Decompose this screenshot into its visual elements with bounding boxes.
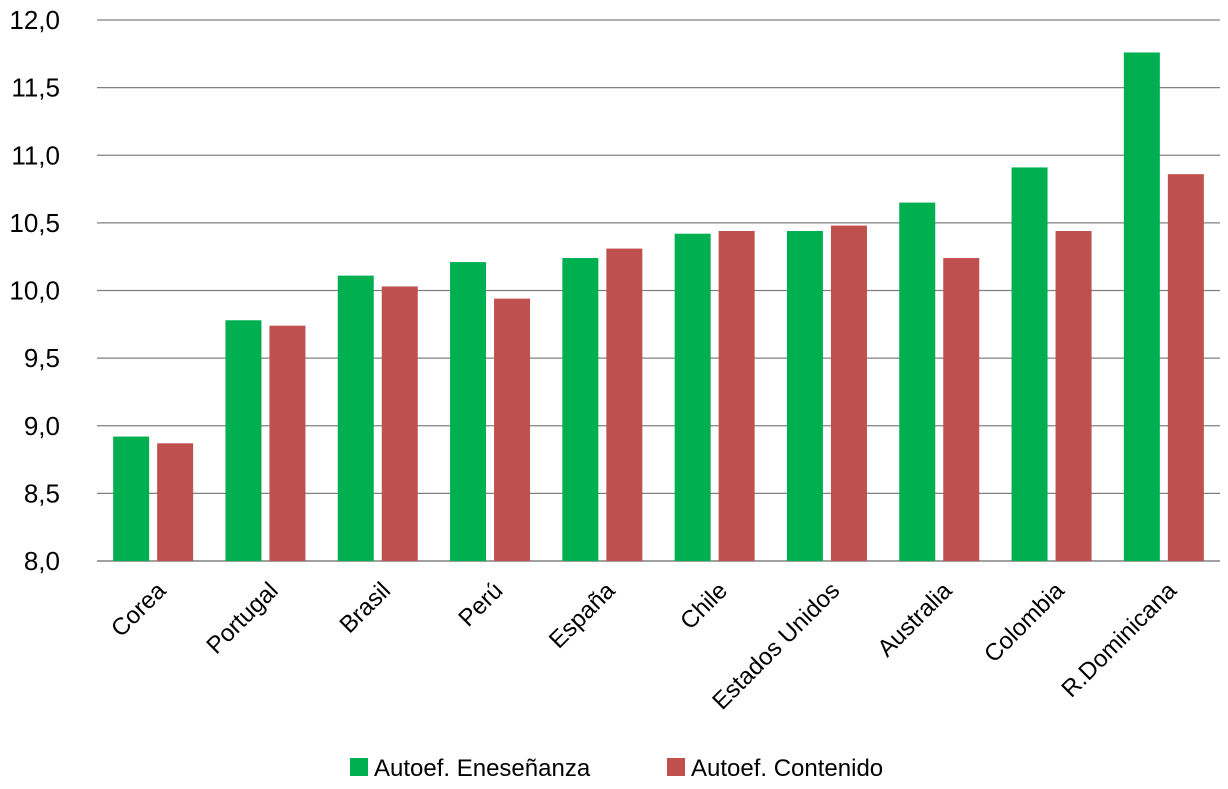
y-tick-label: 10,0: [9, 276, 60, 306]
gridlines: [97, 19, 1220, 562]
y-tick-label: 10,5: [9, 208, 60, 238]
y-tick-label: 9,5: [24, 343, 60, 373]
x-category-label: Perú: [453, 577, 508, 632]
x-category-label: R.Dominicana: [1056, 577, 1182, 703]
x-category-label: Brasil: [334, 577, 396, 639]
x-category-label: Colombia: [979, 577, 1070, 668]
bar-autoef-ensenanza: [450, 262, 487, 561]
bar-autoef-ensenanza: [225, 320, 262, 561]
x-category-label: Portugal: [201, 577, 283, 659]
bar-autoef-contenido: [269, 325, 306, 561]
bar-autoef-contenido: [494, 298, 531, 561]
bar-autoef-contenido: [606, 248, 643, 561]
legend-label: Autoef. Contenido: [691, 755, 883, 782]
x-category-label: Australia: [872, 577, 958, 663]
bar-autoef-ensenanza: [674, 233, 711, 561]
bar-autoef-ensenanza: [562, 258, 599, 561]
y-axis-ticks: 8,0 8,5 9,0 9,5 10,0 10,5 11,0 11,5 12,0: [9, 5, 60, 576]
y-tick-label: 8,5: [24, 478, 60, 508]
bar-autoef-contenido: [943, 258, 980, 561]
legend-swatch: [667, 758, 685, 776]
bar-autoef-contenido: [1055, 230, 1092, 562]
bar-autoef-ensenanza: [337, 275, 374, 561]
bar-autoef-ensenanza: [899, 202, 936, 561]
bar-autoef-ensenanza: [1011, 167, 1048, 562]
y-tick-label: 8,0: [24, 546, 60, 576]
bar-autoef-ensenanza: [786, 230, 823, 562]
bar-autoef-contenido: [718, 230, 755, 562]
legend-label: Autoef. Eneseñanza: [374, 755, 591, 782]
bar-autoef-ensenanza: [1123, 52, 1160, 562]
bar-autoef-ensenanza: [113, 436, 150, 561]
x-axis-categories: Corea Portugal Brasil Perú España ChileEstado…: [106, 577, 1182, 715]
legend: Autoef. Eneseñanza Autoef. Contenido: [350, 755, 883, 782]
bar-autoef-contenido: [830, 225, 867, 561]
x-category-label: Chile: [675, 577, 733, 635]
bar-autoef-contenido: [1167, 174, 1204, 561]
bar-autoef-contenido: [381, 286, 418, 561]
bar-autoef-contenido: [157, 443, 194, 561]
bars: [113, 52, 1204, 562]
y-tick-label: 12,0: [9, 5, 60, 35]
x-category-label: Corea: [106, 577, 172, 643]
y-tick-label: 11,5: [11, 73, 60, 103]
legend-swatch: [350, 758, 368, 776]
y-tick-label: 9,0: [24, 411, 60, 441]
x-category-label: España: [544, 577, 621, 654]
y-tick-label: 11,0: [11, 140, 60, 170]
